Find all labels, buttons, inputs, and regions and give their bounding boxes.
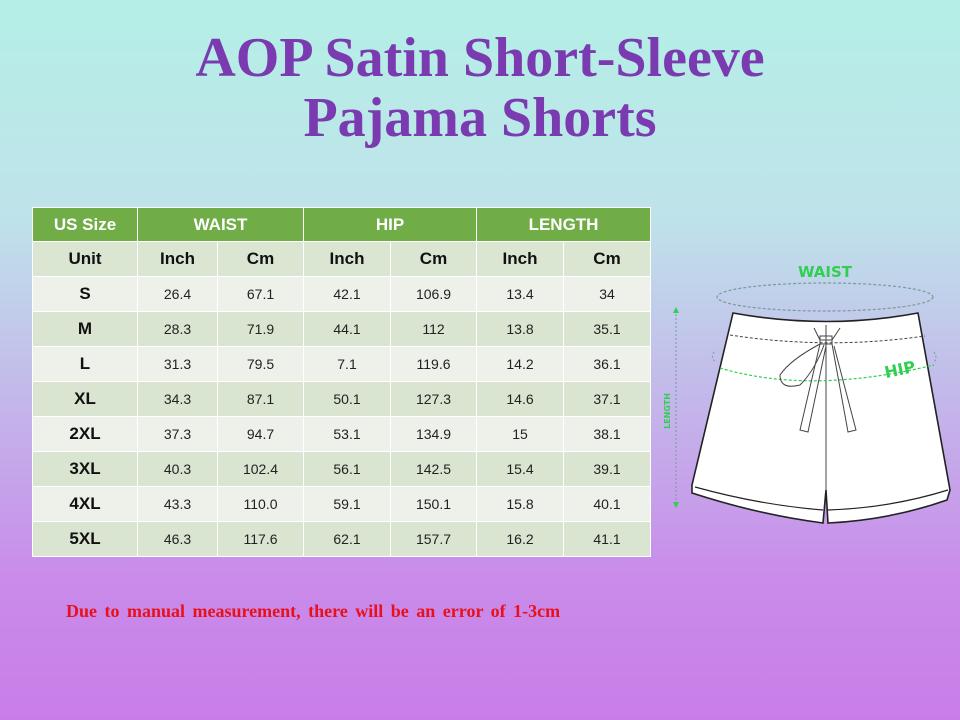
- header-hip: HIP: [303, 207, 477, 242]
- shorts-outline: [691, 312, 951, 524]
- value-cell: 59.1: [303, 486, 391, 522]
- value-cell: 157.7: [390, 521, 477, 557]
- header-us-size: US Size: [32, 207, 138, 242]
- value-cell: 15.4: [476, 451, 564, 487]
- size-cell: 3XL: [32, 451, 138, 487]
- value-cell: 117.6: [217, 521, 304, 557]
- size-cell: L: [32, 346, 138, 382]
- value-cell: 16.2: [476, 521, 564, 557]
- value-cell: 39.1: [562, 451, 652, 487]
- value-cell: 127.3: [390, 381, 477, 417]
- size-chart-table: US Size WAIST HIP LENGTH Unit Inch Cm Inch C…: [32, 207, 652, 557]
- unit-cell: Cm: [217, 241, 304, 277]
- value-cell: 62.1: [303, 521, 391, 557]
- length-label: LENGTH: [663, 393, 672, 429]
- value-cell: 15.8: [476, 486, 564, 522]
- unit-row: Unit Inch Cm Inch Cm Inch Cm: [32, 241, 652, 277]
- title-line-2: Pajama Shorts: [303, 87, 657, 149]
- measurement-note: Due to manual measurement, there will be…: [66, 601, 561, 621]
- value-cell: 37.1: [562, 381, 652, 417]
- size-cell: 4XL: [32, 486, 138, 522]
- value-cell: 46.3: [137, 521, 218, 557]
- unit-cell: Cm: [390, 241, 477, 277]
- unit-cell: Inch: [137, 241, 218, 277]
- header-waist: WAIST: [137, 207, 304, 242]
- unit-cell: Cm: [562, 241, 652, 277]
- value-cell: 41.1: [562, 521, 652, 557]
- value-cell: 36.1: [562, 346, 652, 382]
- page-title: AOP Satin Short-Sleeve Pajama Shorts: [0, 28, 960, 148]
- value-cell: 56.1: [303, 451, 391, 487]
- value-cell: 37.3: [137, 416, 218, 452]
- value-cell: 40.3: [137, 451, 218, 487]
- value-cell: 71.9: [217, 311, 304, 347]
- table-row: 4XL 43.3 110.0 59.1 150.1 15.8 40.1: [32, 486, 652, 522]
- size-cell: 5XL: [32, 521, 138, 557]
- value-cell: 134.9: [390, 416, 477, 452]
- table-row: XL 34.3 87.1 50.1 127.3 14.6 37.1: [32, 381, 652, 417]
- drawstring-icon: [779, 327, 857, 433]
- group-header-row: US Size WAIST HIP LENGTH: [32, 207, 652, 242]
- unit-cell: Inch: [476, 241, 564, 277]
- value-cell: 67.1: [217, 276, 304, 312]
- size-cell: XL: [32, 381, 138, 417]
- value-cell: 79.5: [217, 346, 304, 382]
- value-cell: 7.1: [303, 346, 391, 382]
- value-cell: 34.3: [137, 381, 218, 417]
- table-row: S 26.4 67.1 42.1 106.9 13.4 34: [32, 276, 652, 312]
- value-cell: 110.0: [217, 486, 304, 522]
- hip-measure-line: [719, 364, 935, 382]
- table-row: L 31.3 79.5 7.1 119.6 14.2 36.1: [32, 346, 652, 382]
- waist-label: WAIST: [798, 263, 853, 281]
- value-cell: 42.1: [303, 276, 391, 312]
- unit-cell: Inch: [303, 241, 391, 277]
- table-row: 2XL 37.3 94.7 53.1 134.9 15 38.1: [32, 416, 652, 452]
- arrow-up-icon: [673, 307, 679, 313]
- arrow-down-icon: [673, 502, 679, 508]
- value-cell: 94.7: [217, 416, 304, 452]
- header-length: LENGTH: [475, 207, 652, 242]
- table-row: 5XL 46.3 117.6 62.1 157.7 16.2 41.1: [32, 521, 652, 557]
- unit-cell: Unit: [32, 241, 138, 277]
- value-cell: 40.1: [562, 486, 652, 522]
- size-cell: 2XL: [32, 416, 138, 452]
- value-cell: 26.4: [137, 276, 218, 312]
- waist-measure-line: [716, 282, 934, 312]
- value-cell: 53.1: [303, 416, 391, 452]
- value-cell: 14.2: [476, 346, 564, 382]
- value-cell: 13.8: [476, 311, 564, 347]
- title-line-1: AOP Satin Short-Sleeve: [195, 27, 765, 89]
- value-cell: 28.3: [137, 311, 218, 347]
- value-cell: 119.6: [390, 346, 477, 382]
- value-cell: 14.6: [476, 381, 564, 417]
- value-cell: 112: [390, 311, 477, 347]
- value-cell: 31.3: [137, 346, 218, 382]
- size-cell: M: [32, 311, 138, 347]
